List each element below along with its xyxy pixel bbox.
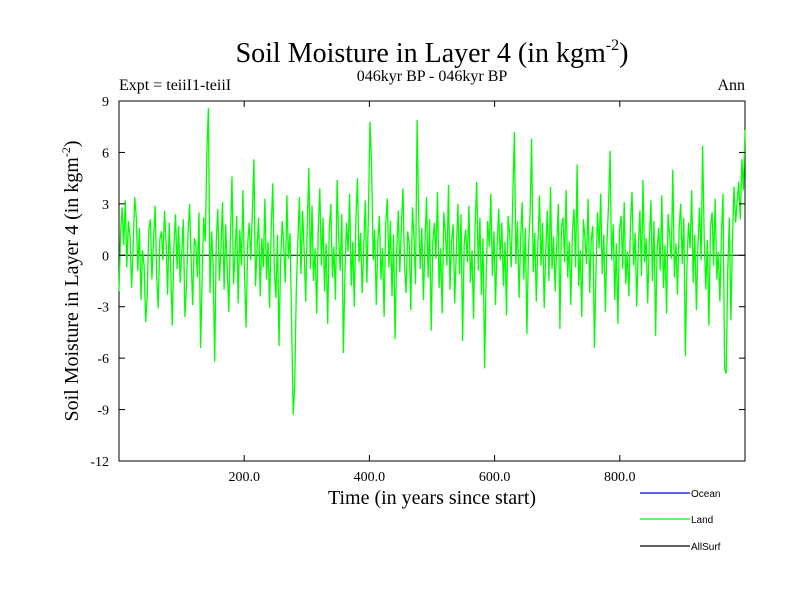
y-axis: 9 6 3 0 -3 -6 -9 -12 — [90, 95, 745, 470]
legend-label-ocean: Ocean — [691, 489, 720, 500]
y-tick-label: 0 — [102, 249, 109, 264]
y-axis-label-close: ) — [61, 140, 83, 147]
y-tick-label: -9 — [97, 404, 109, 419]
series-line-land — [118, 107, 746, 415]
period-label: 046kyr BP - 046kyr BP — [357, 68, 508, 85]
y-tick-label: 9 — [102, 95, 109, 110]
chart-title-superscript: -2 — [606, 37, 619, 54]
x-axis: 200.0 400.0 600.0 800.0 — [228, 101, 636, 485]
legend-label-allsurf: AllSurf — [691, 542, 721, 553]
y-tick-label: -12 — [90, 455, 109, 470]
y-axis-label: Soil Moisture in Layer 4 (in kgm-2) — [59, 140, 83, 421]
y-axis-label-superscript: -2 — [59, 147, 73, 157]
chart-title: Soil Moisture in Layer 4 (in kgm-2) — [236, 37, 629, 69]
x-tick-label: 600.0 — [479, 470, 511, 485]
x-tick-label: 400.0 — [354, 470, 386, 485]
season-label: Ann — [717, 77, 745, 94]
y-axis-label-text: Soil Moisture in Layer 4 (in kgm — [61, 157, 83, 422]
legend: Ocean Land AllSurf — [640, 489, 721, 553]
y-tick-label: -3 — [97, 301, 109, 316]
y-tick-label: -6 — [97, 352, 109, 367]
experiment-label: Expt = teiiI1-teiiI — [119, 77, 231, 94]
x-axis-label: Time (in years since start) — [328, 487, 536, 509]
chart-title-text: Soil Moisture in Layer 4 (in kgm — [236, 38, 606, 69]
x-tick-label: 800.0 — [604, 470, 636, 485]
y-tick-label: 6 — [102, 146, 109, 161]
legend-label-land: Land — [691, 515, 713, 526]
y-tick-label: 3 — [102, 198, 109, 213]
chart-title-close: ) — [619, 38, 628, 69]
x-tick-label: 200.0 — [228, 470, 260, 485]
